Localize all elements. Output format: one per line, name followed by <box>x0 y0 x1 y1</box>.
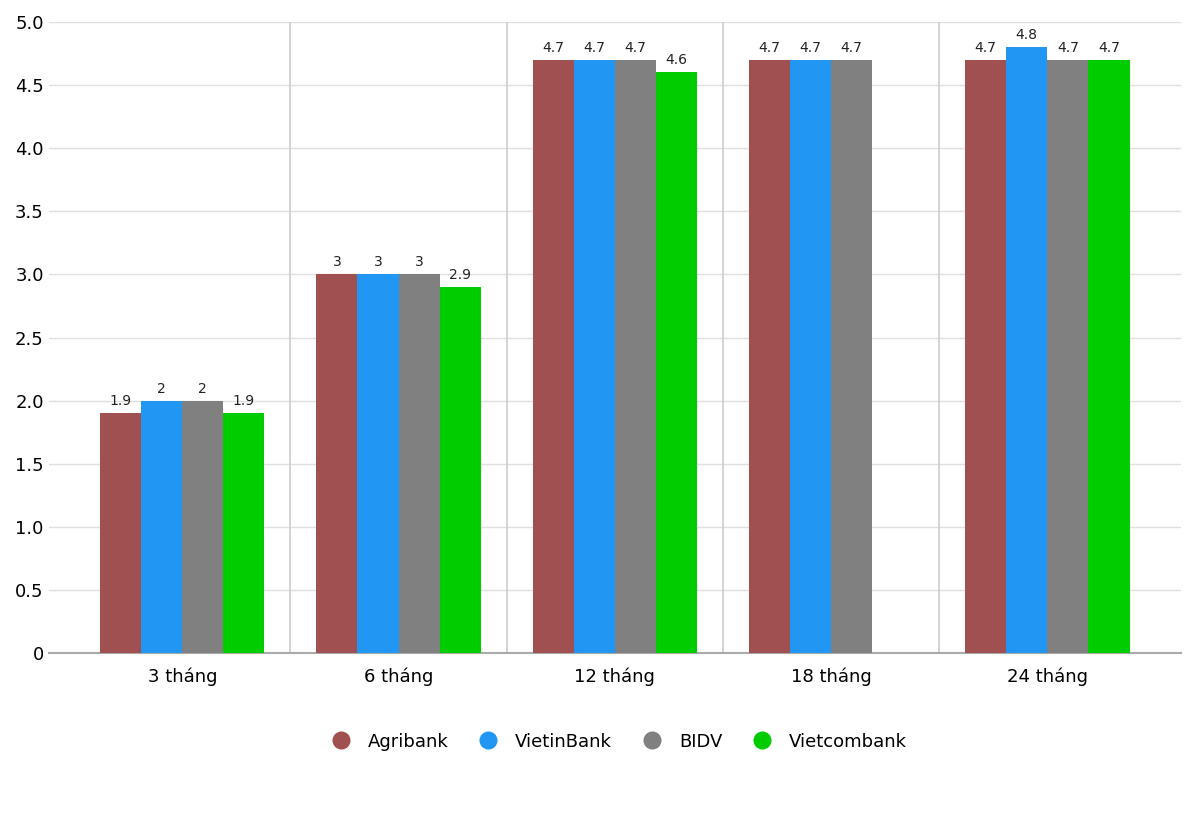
Text: 4.7: 4.7 <box>624 41 646 55</box>
Text: 4.7: 4.7 <box>800 41 822 55</box>
Bar <box>398 275 440 653</box>
Bar <box>831 60 872 653</box>
Bar <box>1006 47 1048 653</box>
Bar <box>574 60 615 653</box>
Text: 3: 3 <box>332 255 341 270</box>
Bar <box>224 414 264 653</box>
Text: 3: 3 <box>415 255 423 270</box>
Text: 4.7: 4.7 <box>841 41 862 55</box>
Legend: Agribank, VietinBank, BIDV, Vietcombank: Agribank, VietinBank, BIDV, Vietcombank <box>316 726 914 758</box>
Text: 2: 2 <box>158 382 166 396</box>
Text: 4.6: 4.6 <box>665 53 688 67</box>
Bar <box>532 60 574 653</box>
Bar <box>615 60 655 653</box>
Text: 2: 2 <box>199 382 207 396</box>
Bar <box>965 60 1006 653</box>
Bar <box>141 401 182 653</box>
Bar <box>440 287 481 653</box>
Bar <box>358 275 398 653</box>
Text: 4.7: 4.7 <box>1057 41 1079 55</box>
Text: 4.7: 4.7 <box>975 41 996 55</box>
Bar <box>317 275 358 653</box>
Bar <box>182 401 224 653</box>
Bar <box>1048 60 1088 653</box>
Bar <box>655 72 697 653</box>
Text: 4.7: 4.7 <box>542 41 565 55</box>
Text: 4.7: 4.7 <box>584 41 605 55</box>
Bar <box>1088 60 1129 653</box>
Bar <box>791 60 831 653</box>
Bar <box>100 414 141 653</box>
Text: 2.9: 2.9 <box>450 268 471 282</box>
Text: 1.9: 1.9 <box>110 394 132 409</box>
Text: 4.7: 4.7 <box>1098 41 1119 55</box>
Text: 4.8: 4.8 <box>1015 28 1038 42</box>
Text: 3: 3 <box>373 255 383 270</box>
Bar <box>749 60 791 653</box>
Text: 1.9: 1.9 <box>233 394 255 409</box>
Text: 4.7: 4.7 <box>758 41 780 55</box>
